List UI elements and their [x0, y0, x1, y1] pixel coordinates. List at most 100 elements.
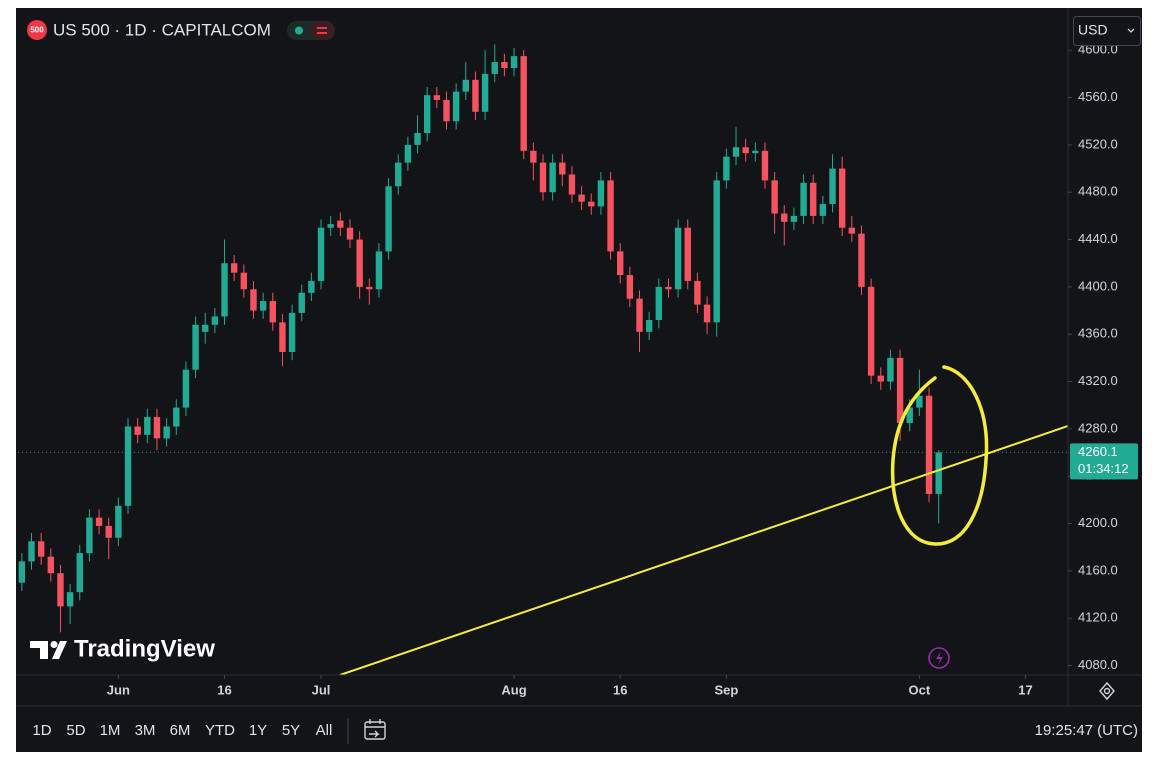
y-tick-label: 4320.0 [1078, 373, 1118, 388]
candle-body [124, 426, 132, 506]
candle-body [607, 180, 614, 252]
range-button[interactable]: 5Y [282, 722, 300, 739]
candle-body [173, 407, 180, 427]
range-toolbar: 1D 5D 1M 3M 6M YTD 1Y 5Y All [32, 722, 332, 739]
y-tick-label: 4440.0 [1078, 231, 1118, 246]
candle-body [28, 541, 35, 562]
x-tick-label: Jul [312, 682, 331, 697]
candle-body [713, 180, 720, 323]
logo-mark-dot [50, 641, 58, 648]
candle-body [703, 304, 711, 323]
candle-body [308, 280, 315, 293]
candle-body [539, 162, 547, 193]
alert-icon[interactable] [928, 647, 950, 669]
candle-body [404, 144, 412, 163]
candle-body [395, 162, 402, 187]
candle-body [153, 417, 161, 439]
candle-body [858, 233, 865, 287]
x-tick-label: Oct [909, 682, 931, 697]
candle-body [887, 357, 894, 382]
y-tick-label: 4480.0 [1078, 184, 1118, 199]
range-button[interactable]: 3M [135, 722, 156, 739]
candle-body [462, 79, 469, 92]
candle-body [433, 95, 441, 100]
candle-body [346, 227, 354, 240]
candle-body [829, 168, 836, 205]
candle-body [250, 289, 257, 311]
y-tick-label: 4520.0 [1078, 136, 1118, 151]
candle-body [771, 180, 778, 214]
range-button[interactable]: 5D [66, 722, 85, 739]
candle-body [163, 426, 170, 439]
candle-body [916, 395, 923, 408]
y-tick-label: 4360.0 [1078, 326, 1118, 341]
dropdown-chevron [1127, 28, 1135, 33]
candle-body [684, 227, 691, 281]
candle-body [47, 556, 55, 574]
candle-body [867, 286, 875, 376]
range-button[interactable]: 1M [100, 722, 121, 739]
candle-body [57, 573, 64, 607]
x-tick-label: 16 [613, 682, 627, 697]
candle-body [848, 227, 856, 234]
y-tick-label: 4560.0 [1078, 89, 1118, 104]
candle-body [18, 561, 26, 583]
candle-body [317, 227, 325, 281]
candle-body [925, 395, 933, 494]
candle-body [76, 553, 83, 593]
candle-body [549, 162, 556, 193]
candle-body [530, 150, 537, 163]
candle-body [269, 301, 276, 323]
candle-body [645, 320, 653, 332]
candle-body [385, 186, 392, 252]
range-button[interactable]: 1Y [249, 722, 267, 739]
candle-body [501, 62, 508, 68]
candle-body [134, 426, 141, 435]
y-tick-label: 4200.0 [1078, 515, 1118, 530]
candle-body [665, 286, 672, 290]
settings-icon[interactable] [1099, 681, 1115, 701]
candle-body [230, 263, 238, 273]
candle-body [761, 150, 769, 181]
range-button[interactable]: 1D [32, 722, 51, 739]
candle-body [288, 312, 296, 352]
candle-body [279, 322, 286, 352]
range-button[interactable]: YTD [205, 722, 235, 739]
y-tick-label: 4160.0 [1078, 562, 1118, 577]
candle-body [423, 95, 431, 134]
candle-body [414, 133, 421, 145]
candle-body [472, 79, 479, 112]
candle-body [838, 168, 846, 228]
candle-body [337, 220, 344, 228]
last-price-tag [1070, 443, 1138, 480]
candle-body [781, 213, 788, 222]
candle-body [819, 204, 827, 216]
status-toggle [310, 21, 335, 40]
candle-body [568, 174, 576, 195]
range-button[interactable]: All [316, 722, 333, 739]
y-tick-label: 4120.0 [1078, 610, 1118, 625]
countdown-label: 01:34:12 [1078, 461, 1129, 476]
candle-body [559, 162, 566, 175]
candle-body [375, 251, 383, 290]
currency-dropdown[interactable] [1073, 16, 1141, 46]
candle-body [578, 194, 585, 202]
clock: 19:25:47 (UTC) [1035, 722, 1138, 739]
candle-body [877, 375, 884, 382]
status-icon [317, 27, 327, 34]
candle-body [481, 73, 489, 112]
candle-body [732, 147, 740, 157]
candle-body [790, 215, 798, 222]
y-tick-label: 4400.0 [1078, 278, 1118, 293]
settings-icon-center [1103, 687, 1111, 695]
candle-body [520, 56, 527, 151]
time-axis: Jun 16 Jul Aug 16 Sep Oct 17 [107, 675, 1033, 697]
candle-body [240, 272, 248, 290]
range-button[interactable]: 6M [170, 722, 191, 739]
candle-body [752, 150, 759, 154]
candle-body [896, 357, 904, 423]
candle-body [192, 324, 199, 370]
date-range-icon[interactable] [364, 721, 386, 740]
candle-body [694, 280, 701, 305]
logo-text: TradingView [74, 635, 215, 662]
